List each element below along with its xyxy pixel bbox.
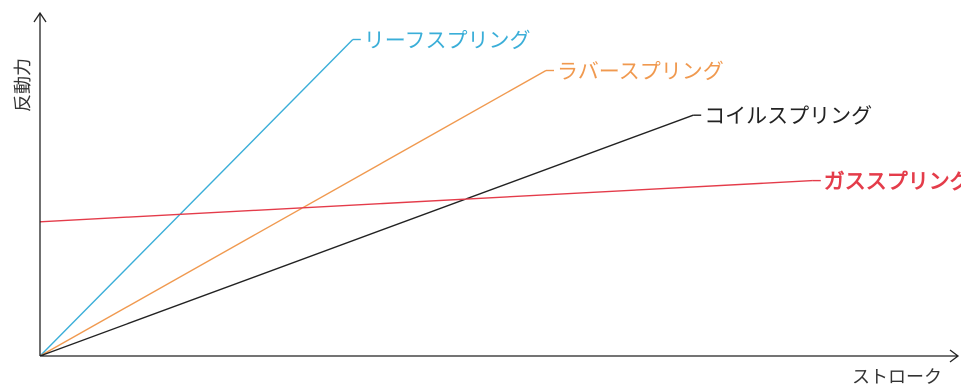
- x-axis-arrowhead: [949, 349, 960, 363]
- coil-spring-series: コイルスプリング: [39, 104, 872, 357]
- coil-spring-line: [39, 114, 694, 357]
- x-axis-title: ストローク: [852, 367, 942, 386]
- leaf-spring-series: リーフスプリング: [39, 29, 531, 357]
- leaf-spring-label: リーフスプリング: [364, 29, 531, 53]
- gas-spring-line: [39, 179, 813, 223]
- rubber-spring-label: ラバースプリング: [557, 60, 724, 84]
- gas-spring-series: ガススプリング: [39, 170, 961, 223]
- rubber-spring-series: ラバースプリング: [39, 60, 724, 357]
- y-axis-title: 反動力: [13, 58, 34, 112]
- y-axis-arrowhead: [33, 11, 47, 23]
- coil-spring-label: コイルスプリング: [704, 104, 872, 128]
- leaf-spring-line: [39, 39, 354, 357]
- gas-spring-label: ガススプリング: [824, 170, 961, 194]
- rubber-spring-line: [39, 69, 547, 357]
- axes: 反動力 ストローク: [13, 11, 960, 386]
